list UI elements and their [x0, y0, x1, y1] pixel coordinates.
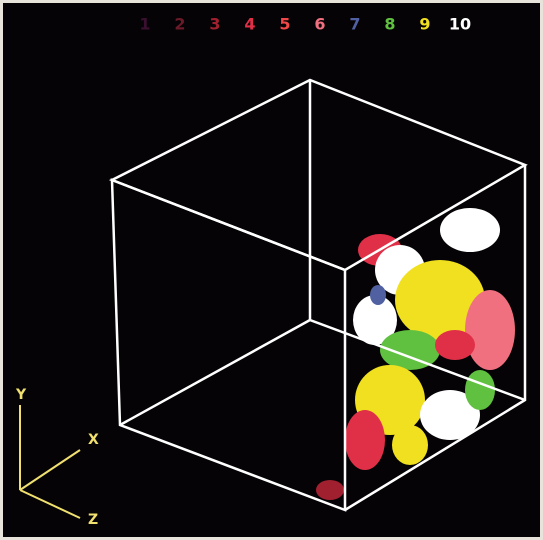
- legend-label: 8: [384, 15, 395, 34]
- axis-label-y: Y: [15, 387, 27, 403]
- axis-label-x: X: [88, 432, 99, 448]
- bounding-cube: [108, 78, 528, 512]
- legend-label: 5: [279, 15, 290, 34]
- legend-label: 10: [449, 15, 471, 34]
- legend-label: 7: [349, 15, 360, 34]
- axis-label-z: Z: [88, 512, 98, 528]
- axis-indicator: [19, 405, 81, 519]
- legend-label: 2: [174, 15, 185, 34]
- legend-label: 6: [314, 15, 325, 34]
- legend-label: 9: [419, 15, 430, 34]
- color-legend: 1 2 3 4 5 6 7 8 9 10: [139, 15, 471, 34]
- legend-label: 4: [244, 15, 255, 34]
- legend-label: 1: [139, 15, 150, 34]
- legend-label: 3: [209, 15, 220, 34]
- data-volume: [316, 208, 515, 500]
